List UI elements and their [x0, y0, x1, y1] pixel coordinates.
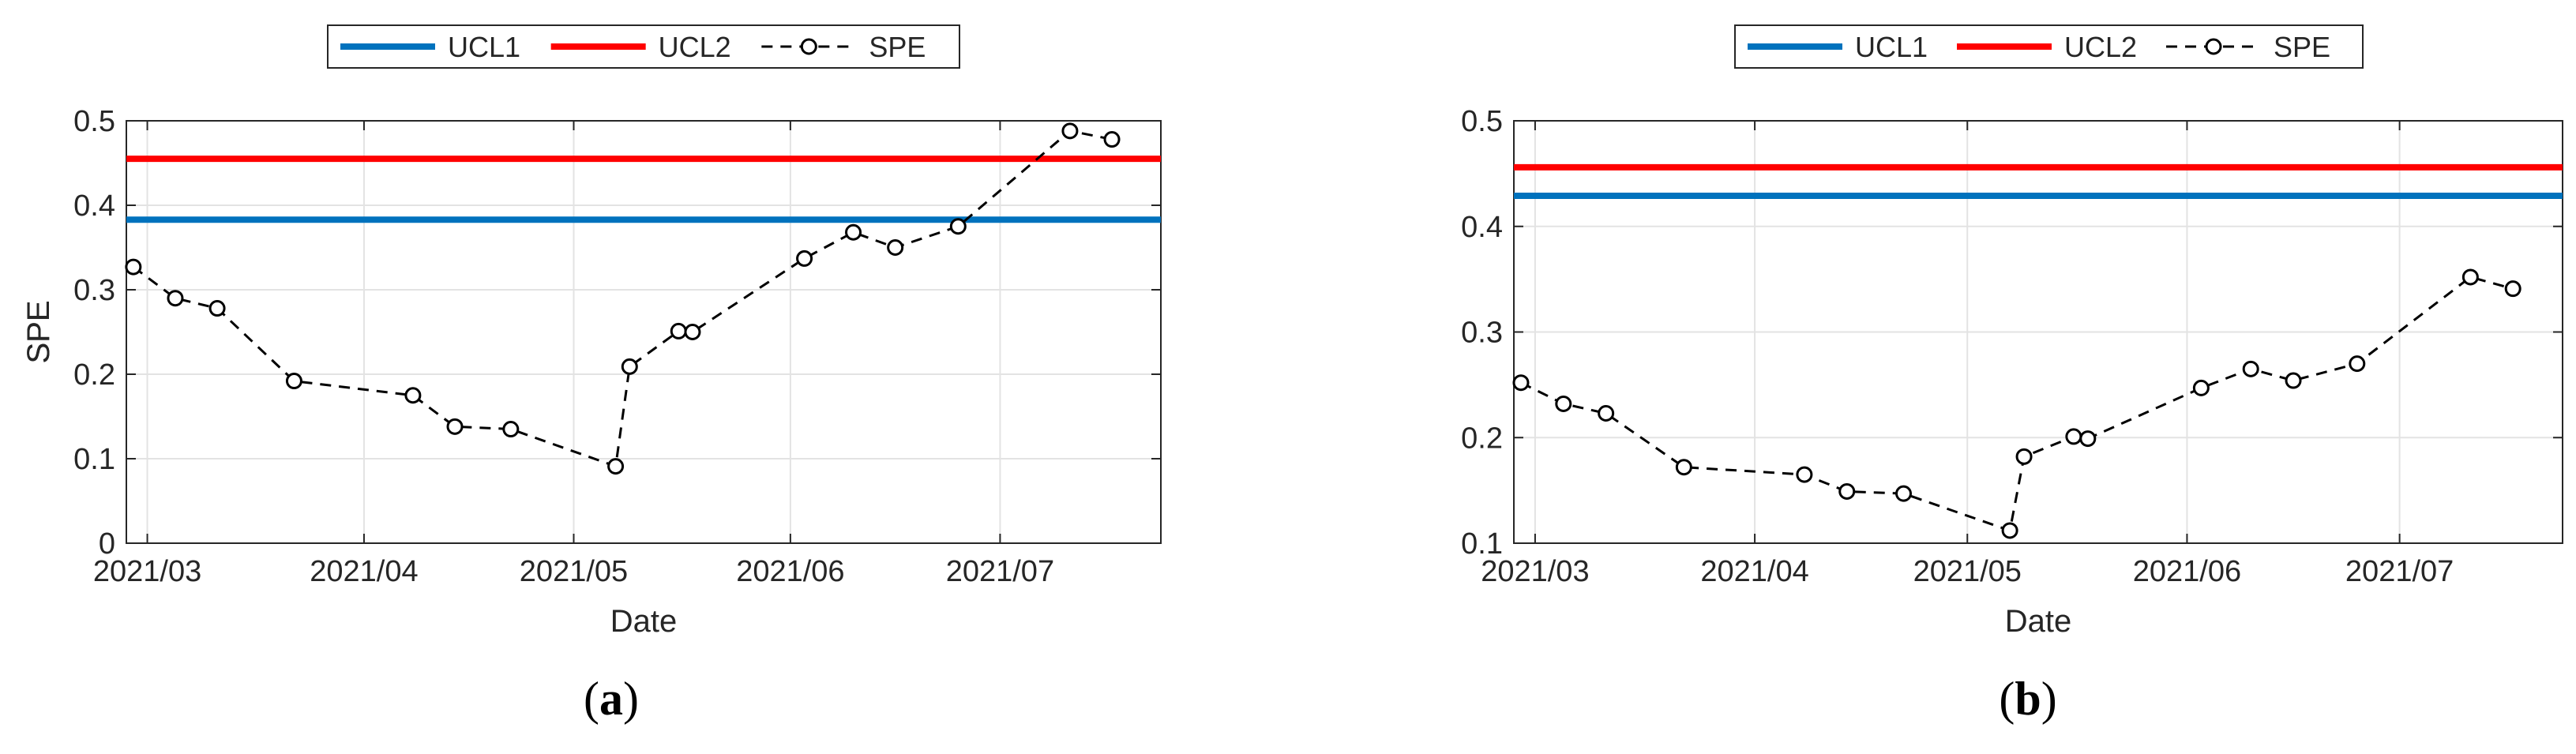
y-tick-label: 0.5: [1461, 105, 1503, 138]
data-point: [887, 239, 904, 256]
data-point: [167, 290, 184, 307]
y-tick-label: 0.2: [1461, 422, 1503, 455]
data-point: [2461, 268, 2479, 286]
y-tick-label: 0.2: [73, 358, 115, 392]
x-tick-label: 2021/05: [520, 555, 628, 588]
chart-panel-b: 2021/03 2021/04 2021/05 2021/06 2021/07 0.1 0.…: [21, 24, 2563, 725]
plot-area-border: [126, 120, 1162, 544]
data-point: [949, 218, 967, 235]
x-tick-label: 2021/03: [1481, 555, 1589, 588]
data-point: [1103, 131, 1121, 148]
legend-label-ucl1: UCL1: [448, 31, 520, 63]
data-point: [446, 418, 464, 435]
data-point: [796, 249, 813, 267]
panel-caption: (b): [1999, 673, 2056, 725]
y-tick-label: 0.4: [1461, 211, 1503, 244]
x-tick-label: 2021/05: [1913, 555, 2022, 588]
panel-caption: (a): [584, 673, 639, 725]
data-point: [2192, 379, 2210, 396]
data-point: [621, 358, 638, 375]
data-point: [404, 387, 422, 404]
x-tick-label: 2021/06: [2133, 555, 2241, 588]
data-point: [502, 421, 520, 438]
x-tick-label: 2021/07: [946, 555, 1054, 588]
x-axis-label: Date: [610, 604, 678, 639]
y-axis-label: SPE: [21, 300, 56, 363]
y-tick-label: 0.1: [73, 443, 115, 476]
y-axis-label: SPE: [21, 300, 56, 363]
data-point: [2504, 280, 2522, 298]
data-point: [2349, 355, 2366, 373]
data-point: [1598, 404, 1615, 422]
data-point: [1838, 482, 1856, 500]
legend-marker: [2205, 38, 2222, 55]
series-layer: [126, 129, 1161, 468]
data-point: [2079, 430, 2097, 448]
y-tick-label: 0.3: [73, 274, 115, 307]
data-point: [2285, 372, 2302, 389]
legend-label-ucl2: UCL2: [659, 31, 731, 63]
data-point: [845, 223, 862, 241]
y-tick-label: 0.1: [1461, 527, 1503, 561]
legend-label-ucl1: UCL1: [1855, 31, 1928, 63]
data-point: [607, 458, 625, 475]
data-point: [1796, 466, 1813, 483]
data-point: [2001, 522, 2018, 539]
data-point: [208, 300, 226, 317]
legend-marker: [800, 38, 817, 55]
legend-label-spe: SPE: [2274, 31, 2330, 63]
chart-panel-a: 2021/03 2021/04 2021/05 2021/06 2021/07 0 0.1 0…: [21, 24, 1162, 725]
legend: UCL1 UCL2 SPE: [1734, 24, 2364, 69]
data-point: [1061, 122, 1079, 140]
series-line-spe: [133, 129, 1113, 468]
data-point: [1895, 485, 1913, 502]
data-point: [2242, 360, 2259, 377]
x-axis-label: Date: [2005, 604, 2072, 639]
x-tick-label: 2021/07: [2345, 555, 2454, 588]
legend: UCL1 UCL2 SPE: [327, 24, 960, 69]
legend-label-ucl2: UCL2: [2064, 31, 2137, 63]
x-tick-label: 2021/03: [93, 555, 201, 588]
data-point: [2065, 428, 2082, 445]
y-tick-label: 0.3: [1461, 317, 1503, 350]
data-point: [1675, 459, 1692, 476]
y-tick-label: 0.4: [73, 189, 115, 223]
x-tick-label: 2021/06: [736, 555, 844, 588]
data-point: [1512, 374, 1530, 392]
y-tick-label: 0: [99, 527, 115, 561]
data-point: [684, 324, 701, 340]
legend-label-spe: SPE: [869, 31, 926, 63]
x-tick-label: 2021/04: [310, 555, 418, 588]
data-point: [125, 258, 142, 276]
data-point: [1555, 395, 1572, 412]
data-point: [670, 322, 687, 339]
y-tick-label: 0.5: [73, 105, 115, 138]
data-point: [285, 373, 302, 390]
data-point: [2015, 448, 2033, 465]
x-tick-label: 2021/04: [1700, 555, 1808, 588]
